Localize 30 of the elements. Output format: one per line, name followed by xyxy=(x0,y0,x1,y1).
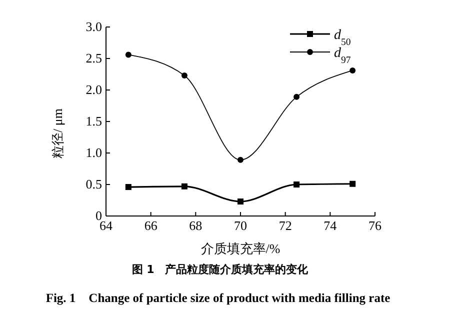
y-tick-label: 2.5 xyxy=(86,50,102,66)
point xyxy=(181,183,188,190)
legend-label: d$_{50}$ xyxy=(334,28,351,48)
y-tick-label: 1.0 xyxy=(86,145,102,160)
point xyxy=(350,180,356,187)
x-tick-label: 64 xyxy=(100,218,113,233)
point xyxy=(181,72,188,79)
y-tick-label: 0.5 xyxy=(86,176,102,192)
x-tick-label: 72 xyxy=(278,218,292,233)
y-tick-label: 3.0 xyxy=(86,19,102,34)
x-tick-label: 74 xyxy=(324,218,338,233)
point xyxy=(125,184,132,190)
y-tick-label: 0 xyxy=(96,208,102,223)
point xyxy=(238,198,244,205)
y-axis-title: 粒径/ μm xyxy=(50,108,65,158)
x-axis-title: 介质填充率/% xyxy=(200,241,280,256)
legend-label: d$_{97}$ xyxy=(334,46,351,66)
x-tick-label: 66 xyxy=(144,218,158,233)
text: Fig. 1 Change of particle size of product with media filling rate xyxy=(46,291,391,305)
point xyxy=(294,182,300,188)
point xyxy=(294,94,300,100)
x-tick-label: 76 xyxy=(368,218,382,233)
point xyxy=(238,156,244,163)
point xyxy=(125,52,132,58)
x-tick-label: 68 xyxy=(189,218,202,233)
point xyxy=(350,67,356,74)
y-tick-label: 2.0 xyxy=(86,82,102,97)
y-tick-label: 1.5 xyxy=(86,114,102,128)
x-tick-label: 70 xyxy=(234,218,247,233)
text: 图 1 产品粒度随介质填充率的变化 xyxy=(132,263,310,276)
